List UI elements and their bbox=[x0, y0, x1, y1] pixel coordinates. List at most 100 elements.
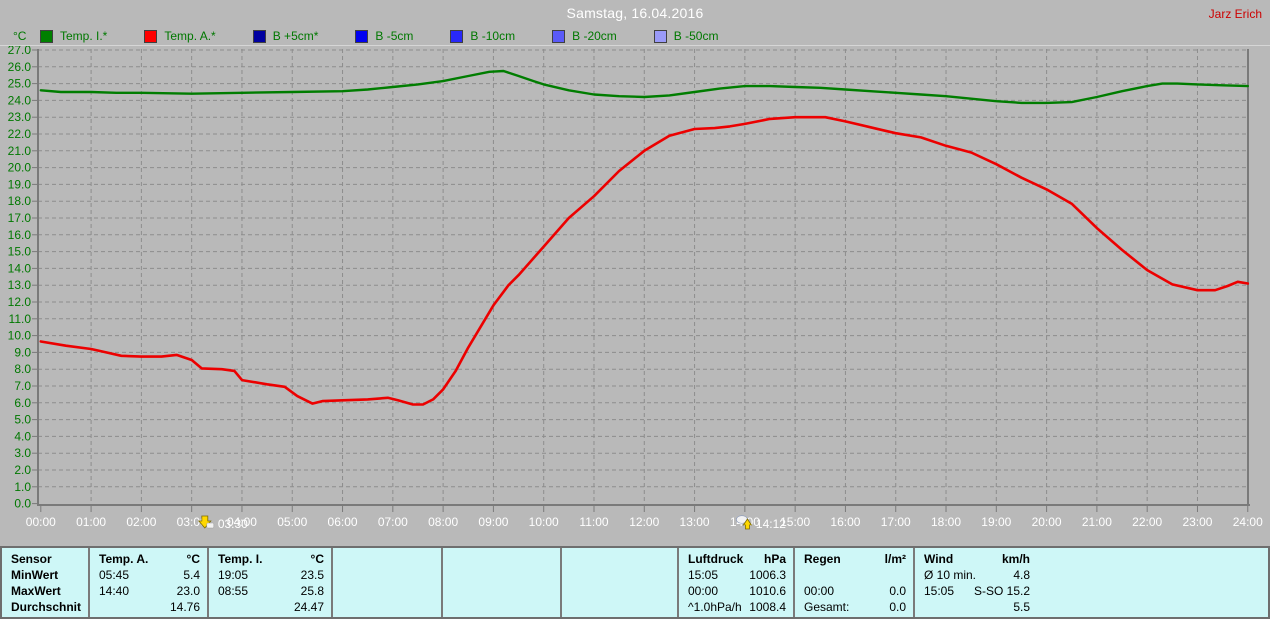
cell-luftdruck-0-value: 1006.3 bbox=[749, 568, 786, 582]
legend-item-temp-i[interactable]: Temp. I.* bbox=[40, 29, 107, 43]
y-tick-label: 19.0 bbox=[8, 177, 32, 191]
legend-item-b-20cm[interactable]: B -20cm bbox=[552, 29, 617, 43]
page-title: Samstag, 16.04.2016 bbox=[566, 5, 704, 21]
legend-item-temp-a[interactable]: Temp. A.* bbox=[144, 29, 216, 43]
column-empty-2 bbox=[333, 548, 443, 617]
x-tick-label: 11:00 bbox=[579, 515, 608, 529]
sun-icon bbox=[206, 522, 215, 529]
cell-wind-0: Ø 10 min. 4.8 bbox=[915, 567, 1037, 583]
axis-marker-14-12: 14:12 bbox=[736, 515, 786, 531]
cell-temp-a-2: 14.76 bbox=[90, 599, 207, 615]
x-axis: 00:00 01:00 02:00 03:00 04:00 05:00 06:00 07:00… bbox=[26, 505, 1263, 529]
cell-wind-0-label: Ø 10 min. bbox=[924, 568, 977, 582]
legend-item-b-10cm[interactable]: B -10cm bbox=[450, 29, 515, 43]
x-tick-label: 00:00 bbox=[26, 515, 56, 529]
cell-temp-a-0-value: 5.4 bbox=[183, 568, 200, 582]
cell-temp-i-0-label: 19:05 bbox=[218, 568, 249, 582]
cell-empty-3-0 bbox=[443, 567, 560, 583]
header-empty-value bbox=[670, 551, 677, 567]
wind-content: Wind km/h Ø 10 min. 4.8 15:05 S-SO 15.2 5.5 bbox=[915, 551, 1037, 615]
header-empty-label bbox=[333, 551, 434, 567]
legend-item-label: Temp. I.* bbox=[60, 29, 108, 43]
x-tick-label: 15:00 bbox=[780, 515, 810, 529]
chart-legend: Temp. I.* Temp. A.* B +5cm* B -5cm B -10cm B … bbox=[40, 29, 755, 43]
legend-item-b-50cm[interactable]: B -50cm bbox=[653, 29, 718, 43]
sensor-header-value bbox=[81, 551, 88, 567]
header-temp-i-value: °C bbox=[310, 552, 324, 566]
cell-luftdruck-2: ^1.0hPa/h 1008.4 bbox=[679, 599, 793, 615]
header-empty-label bbox=[562, 551, 670, 567]
cell-empty-3-2-value bbox=[553, 599, 560, 615]
legend-item-b-5cm[interactable]: B +5cm* bbox=[252, 29, 318, 43]
header-luftdruck-label: Luftdruck bbox=[688, 552, 744, 566]
y-tick-label: 24.0 bbox=[8, 93, 32, 107]
cell-wind-2-label bbox=[915, 599, 1013, 615]
chart-panel-border bbox=[0, 45, 1270, 46]
legend-color-swatch bbox=[144, 29, 158, 43]
header-empty bbox=[443, 551, 560, 567]
legend-item-label: Temp. A.* bbox=[164, 29, 216, 43]
x-tick-label: 01:00 bbox=[76, 515, 106, 529]
header-regen: Regen l/m² bbox=[795, 551, 913, 567]
row-label-maxwert-label: MaxWert bbox=[11, 584, 61, 598]
y-tick-label: 14.0 bbox=[8, 261, 32, 275]
grid-lines bbox=[38, 49, 1248, 505]
x-tick-label: 20:00 bbox=[1032, 515, 1062, 529]
cell-empty-2-2 bbox=[333, 599, 441, 615]
cell-empty-4-1-label bbox=[562, 583, 670, 599]
cell-wind-2-value: 5.5 bbox=[1013, 600, 1030, 614]
cell-empty-4-2 bbox=[562, 599, 677, 615]
cell-empty-2-2-value bbox=[434, 599, 441, 615]
cell-luftdruck-1-label: 00:00 bbox=[688, 584, 719, 598]
cell-temp-a-1-label: 14:40 bbox=[99, 584, 130, 598]
x-tick-label: 13:00 bbox=[680, 515, 710, 529]
y-tick-label: 20.0 bbox=[8, 161, 32, 175]
row-label-durchschnitt-label: Durchschnitt bbox=[11, 600, 81, 614]
legend-item-label: B -20cm bbox=[572, 29, 617, 43]
row-label-durchschnitt: Durchschnitt bbox=[2, 599, 88, 615]
legend-color-swatch bbox=[355, 29, 369, 43]
y-tick-label: 26.0 bbox=[8, 60, 32, 74]
y-tick-label: 16.0 bbox=[8, 228, 32, 242]
cell-empty-3-1-value bbox=[553, 583, 560, 599]
y-axis: 0.0 1.0 2.0 3.0 4.0 5.0 6.0 7.0 8.0 9.0 10.0 11.0 12… bbox=[8, 43, 38, 511]
sensor-column: Sensor MinWert MaxWert Durchschnitt bbox=[2, 548, 90, 617]
y-tick-label: 4.0 bbox=[14, 429, 31, 443]
header-regen-label: Regen bbox=[804, 552, 841, 566]
cell-luftdruck-0: 15:05 1006.3 bbox=[679, 567, 793, 583]
cell-regen-2-value: 0.0 bbox=[889, 600, 906, 614]
y-tick-label: 15.0 bbox=[8, 245, 32, 259]
cell-temp-a-2-label bbox=[90, 599, 170, 615]
header-temp-i-label: Temp. I. bbox=[218, 552, 263, 566]
row-label-minwert-value bbox=[81, 567, 88, 583]
x-tick-label: 07:00 bbox=[378, 515, 408, 529]
cell-wind-1-label: 15:05 bbox=[924, 584, 955, 598]
y-tick-label: 2.0 bbox=[14, 463, 31, 477]
y-tick-label: 1.0 bbox=[14, 480, 31, 494]
cell-regen-1-value: 0.0 bbox=[889, 584, 906, 598]
sensor-header-label: Sensor bbox=[11, 552, 52, 566]
header-wind: Wind km/h bbox=[915, 551, 1037, 567]
x-tick-label: 18:00 bbox=[931, 515, 961, 529]
legend-item-b-5cm[interactable]: B -5cm bbox=[355, 29, 413, 43]
row-label-minwert: MinWert bbox=[2, 567, 88, 583]
cell-empty-3-1 bbox=[443, 583, 560, 599]
x-tick-label: 22:00 bbox=[1132, 515, 1162, 529]
cell-wind-1-value: S-SO 15.2 bbox=[973, 584, 1030, 598]
x-tick-label: 24:00 bbox=[1233, 515, 1263, 529]
cell-empty-2-0 bbox=[333, 567, 441, 583]
cell-empty-3-0-label bbox=[443, 567, 553, 583]
axis-marker-03-30: 03:30 bbox=[197, 515, 248, 531]
cell-wind-0-value: 4.8 bbox=[1013, 568, 1030, 582]
column-regen: Regen l/m² 00:00 0.0 Gesamt: 0.0 bbox=[795, 548, 915, 617]
cell-luftdruck-2-value: 1008.4 bbox=[749, 600, 786, 614]
row-label-durchschnitt-value bbox=[81, 599, 88, 615]
cell-wind-2: 5.5 bbox=[915, 599, 1037, 615]
cell-luftdruck-2-label: ^1.0hPa/h bbox=[688, 600, 742, 614]
cell-empty-4-2-value bbox=[670, 599, 677, 615]
legend-item-label: B -5cm bbox=[375, 29, 414, 43]
header-empty bbox=[562, 551, 677, 567]
header-regen-value: l/m² bbox=[884, 552, 906, 566]
y-tick-label: 17.0 bbox=[8, 211, 32, 225]
temperature-chart: 0.0 1.0 2.0 3.0 4.0 5.0 6.0 7.0 8.0 9.0 10.0 11.0 12… bbox=[8, 43, 1263, 531]
